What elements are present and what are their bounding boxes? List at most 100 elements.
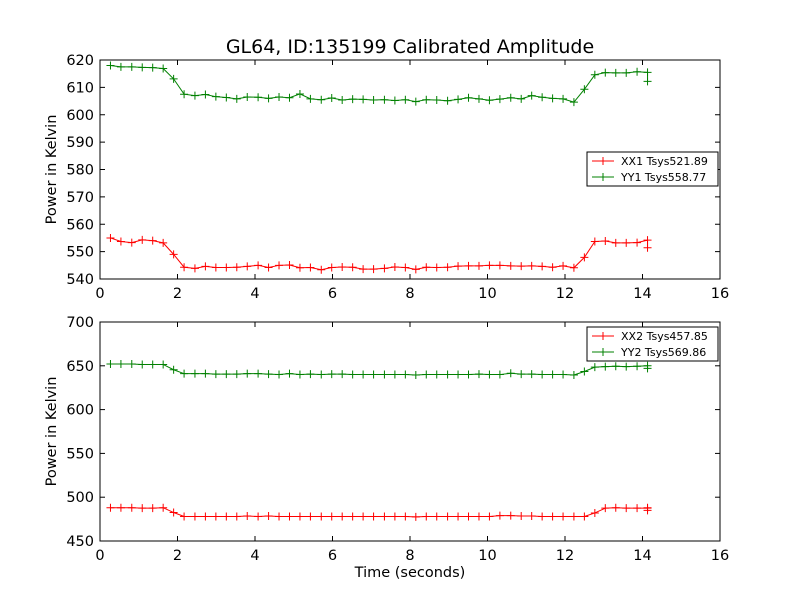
data-point (580, 367, 589, 376)
data-point (432, 512, 441, 521)
data-point (590, 70, 599, 79)
data-point (159, 64, 168, 73)
data-point (517, 262, 526, 271)
data-point (495, 261, 504, 270)
data-point (306, 512, 315, 521)
x-tick-label: 16 (711, 548, 729, 564)
data-point (254, 261, 263, 270)
data-point (485, 261, 494, 270)
data-point (148, 504, 157, 513)
data-point (422, 512, 431, 521)
y-tick-label: 650 (66, 359, 94, 375)
data-point (317, 95, 326, 104)
data-point (138, 504, 147, 513)
data-point (559, 370, 568, 379)
data-point (569, 512, 578, 521)
data-point (159, 238, 168, 247)
data-point (559, 512, 568, 521)
data-point (580, 512, 589, 521)
data-point (285, 512, 294, 521)
data-point (211, 370, 220, 379)
data-point (180, 369, 189, 378)
data-point (527, 91, 536, 100)
data-point (254, 369, 263, 378)
data-point (590, 508, 599, 517)
y-tick-label: 600 (66, 108, 94, 124)
data-point (159, 360, 168, 369)
data-point (590, 237, 599, 246)
data-point (411, 97, 420, 106)
data-point (138, 235, 147, 244)
data-point (348, 512, 357, 521)
data-point (601, 362, 610, 371)
data-point (317, 370, 326, 379)
data-point (138, 360, 147, 369)
data-point (401, 512, 410, 521)
legend-entry: YY1 Tsys558.77 (620, 171, 706, 184)
data-point (611, 362, 620, 371)
data-point (222, 512, 231, 521)
legend-box (586, 326, 719, 362)
data-point (569, 370, 578, 379)
data-point (359, 265, 368, 274)
x-tick-label: 14 (633, 548, 651, 564)
data-point (454, 262, 463, 271)
data-point (485, 512, 494, 521)
data-point (527, 261, 536, 270)
data-point (390, 96, 399, 105)
data-point (611, 68, 620, 77)
x-tick-label: 12 (556, 286, 574, 302)
data-point (138, 63, 147, 72)
data-point (422, 263, 431, 272)
y-tick-label: 700 (66, 315, 94, 331)
data-point (443, 370, 452, 379)
data-point (201, 90, 210, 99)
y-tick-label: 550 (66, 245, 94, 261)
data-point (338, 370, 347, 379)
x-tick-label: 4 (250, 548, 259, 564)
data-point (127, 503, 136, 512)
data-point (306, 94, 315, 103)
data-point (601, 236, 610, 245)
data-point (474, 512, 483, 521)
data-point (180, 263, 189, 272)
data-point (148, 236, 157, 245)
data-point (495, 511, 504, 520)
data-point (454, 512, 463, 521)
data-point (506, 93, 515, 102)
data-point (327, 370, 336, 379)
y-tick-label: 570 (66, 190, 94, 206)
data-point (148, 360, 157, 369)
data-point (232, 370, 241, 379)
data-point (601, 504, 610, 513)
x-tick-label: 14 (633, 286, 651, 302)
data-point (285, 93, 294, 102)
data-point (116, 503, 125, 512)
data-point (369, 95, 378, 104)
data-point (548, 370, 557, 379)
data-point (527, 370, 536, 379)
data-point (506, 369, 515, 378)
data-point (222, 370, 231, 379)
y-tick-label: 620 (66, 53, 94, 69)
data-point (548, 512, 557, 521)
data-point (432, 370, 441, 379)
data-point (159, 503, 168, 512)
data-point (106, 503, 115, 512)
data-point (222, 263, 231, 272)
data-point (359, 95, 368, 104)
data-point (285, 369, 294, 378)
data-point (317, 512, 326, 521)
data-point (211, 92, 220, 101)
data-point (180, 512, 189, 521)
data-point (390, 370, 399, 379)
data-point (369, 370, 378, 379)
data-point (527, 512, 536, 521)
x-axis-label: Time (seconds) (354, 565, 466, 581)
data-point (106, 61, 115, 70)
data-point (643, 364, 652, 373)
data-point (106, 233, 115, 242)
data-point (517, 512, 526, 521)
data-point (338, 262, 347, 271)
data-point (306, 370, 315, 379)
